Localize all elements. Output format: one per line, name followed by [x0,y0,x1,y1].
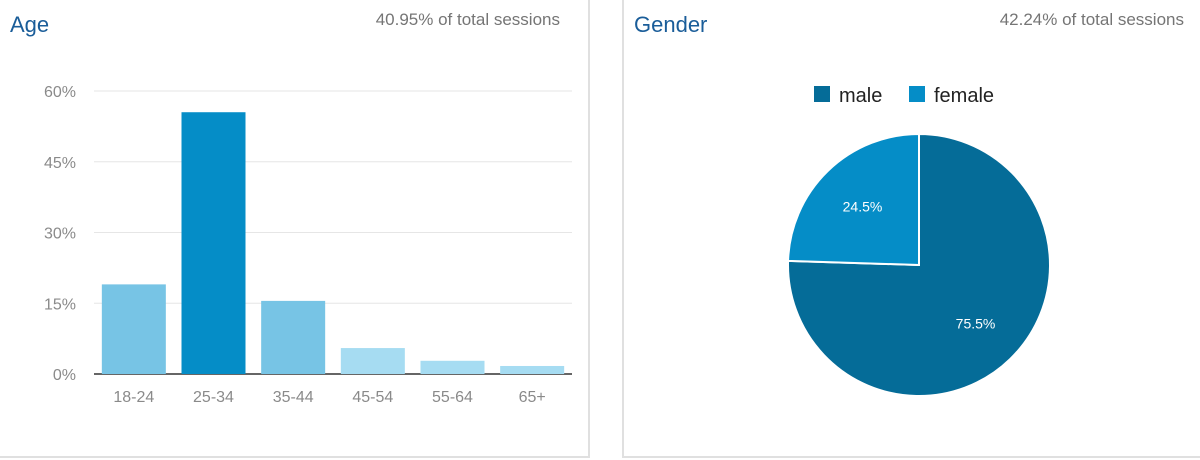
bar-35-44[interactable] [261,300,326,374]
slice-label-male: 75.5% [956,315,996,331]
x-tick-label: 45-54 [352,389,393,406]
x-tick-label: 65+ [519,389,546,406]
bar-45-54[interactable] [340,348,405,374]
x-tick-label: 35-44 [273,389,314,406]
legend-swatch-female [909,86,925,102]
bar-18-24[interactable] [101,284,166,374]
bar-65+[interactable] [500,365,565,374]
gender-panel: Gender 42.24% of total sessions male fema… [622,0,1200,458]
x-tick-label: 18-24 [113,389,154,406]
x-tick-label: 25-34 [193,389,234,406]
age-title: Age [10,12,50,37]
legend-label-male: male [839,85,882,107]
legend-swatch-male [814,86,830,102]
bar-55-64[interactable] [420,360,485,374]
gender-pie-chart: male female 75.5% 24.5% [787,85,1051,397]
legend-label-female: female [934,85,994,107]
gender-sessions-share: 42.24% of total sessions [999,10,1184,29]
y-tick-label: 60% [44,84,76,101]
x-tick-label: 55-64 [432,389,473,406]
age-bar-chart: 60% 45% 30% 15% 0% 18-24 25-34 35-44 45-54 55-64 6… [44,84,572,406]
y-tick-label: 30% [44,226,76,243]
gender-title: Gender [634,12,708,37]
age-sessions-share: 40.95% of total sessions [375,10,560,29]
age-panel: Age 40.95% of total sessions 60% 45% 30% 15… [0,0,590,458]
bar-25-34[interactable] [181,112,246,374]
y-tick-label: 15% [44,296,76,313]
pie-slice-female[interactable] [787,132,920,267]
slice-label-female: 24.5% [843,199,883,215]
y-tick-label: 45% [44,155,76,172]
y-tick-label: 0% [53,367,76,384]
